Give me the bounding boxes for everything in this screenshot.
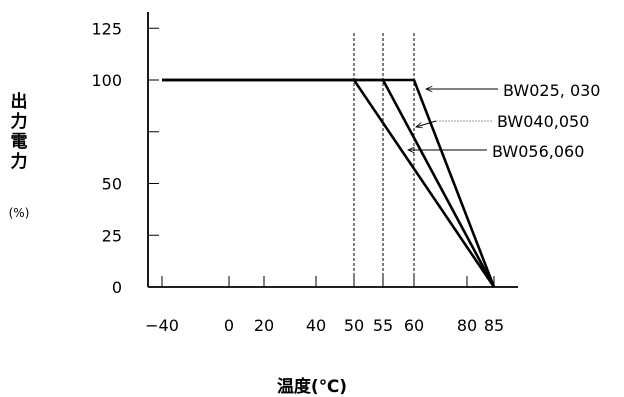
legend-annotations: BW025, 030 BW040,050 BW056,060 bbox=[406, 81, 600, 161]
y-axis-label: 出力電力 bbox=[6, 92, 32, 172]
y-axis-label-char: 力 bbox=[10, 112, 28, 132]
y-axis-label-char: 出 bbox=[10, 92, 28, 112]
x-axis-label: 温度(℃) bbox=[276, 377, 348, 397]
x-tick-label-50: 50 bbox=[344, 316, 364, 335]
legend-label-3: BW056,060 bbox=[492, 142, 584, 161]
x-tick-label-80: 80 bbox=[457, 316, 477, 335]
axes bbox=[147, 12, 518, 288]
legend-label-1: BW025, 030 bbox=[503, 81, 600, 100]
reference-lines bbox=[353, 33, 415, 287]
y-tick-label-125: 125 bbox=[91, 19, 122, 38]
series-line-3 bbox=[162, 78, 496, 288]
y-tick-label-0: 0 bbox=[112, 278, 122, 297]
y-tick-label-50: 50 bbox=[102, 175, 122, 194]
x-tick-label-85: 85 bbox=[484, 316, 504, 335]
y-tick-label-100: 100 bbox=[91, 71, 122, 90]
y-tick-label-25: 25 bbox=[102, 226, 122, 245]
y-axis-label-char: 力 bbox=[10, 152, 28, 172]
y-axis-label-char: 電 bbox=[10, 132, 28, 152]
x-tick-label-55: 55 bbox=[373, 316, 393, 335]
tick-labels: 0 25 50 100 125 −40 0 20 40 50 55 60 80 85 bbox=[91, 19, 504, 335]
x-tick-label-60: 60 bbox=[404, 316, 424, 335]
x-tick-label-40: 40 bbox=[306, 316, 326, 335]
series-line-2 bbox=[162, 78, 496, 288]
y-axis-unit: (%) bbox=[8, 206, 30, 220]
series-line-1 bbox=[162, 78, 496, 288]
x-tick-label-20: 20 bbox=[254, 316, 274, 335]
ticks bbox=[148, 27, 495, 287]
legend-arrow-2 bbox=[415, 120, 437, 129]
x-tick-label--40: −40 bbox=[145, 316, 179, 335]
legend-label-2: BW040,050 bbox=[497, 112, 589, 131]
series-lines bbox=[162, 78, 496, 288]
x-tick-label-0: 0 bbox=[224, 316, 234, 335]
